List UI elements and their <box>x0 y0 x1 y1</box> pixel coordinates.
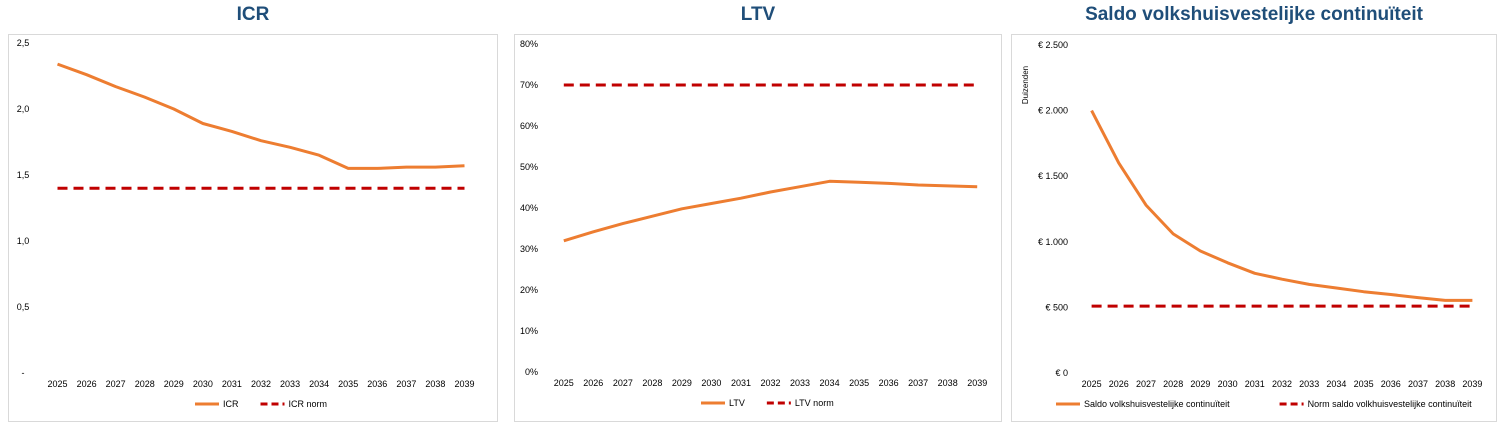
icr-y-tick-label: 1,5 <box>17 170 30 180</box>
icr-chart-title: ICR <box>236 4 270 25</box>
ltv-x-tick-label: 2034 <box>820 378 840 388</box>
saldo-x-tick-label: 2028 <box>1163 379 1183 389</box>
saldo-x-tick-label: 2038 <box>1435 379 1455 389</box>
ltv-chart-title: LTV <box>740 4 776 25</box>
ltv-x-tick-label: 2029 <box>672 378 692 388</box>
icr-legend-label-icr: ICR <box>223 399 239 409</box>
ltv-x-tick-label: 2028 <box>642 378 662 388</box>
saldo-legend-label-norm-saldo-volkhuisvestelijke-continu-teit: Norm saldo volkhuisvestelijke continuïte… <box>1308 399 1473 409</box>
ltv-x-tick-label: 2036 <box>879 378 899 388</box>
ltv-x-tick-label: 2039 <box>967 378 987 388</box>
saldo-x-tick-label: 2025 <box>1082 379 1102 389</box>
ltv-x-tick-label: 2035 <box>849 378 869 388</box>
icr-x-tick-label: 2037 <box>396 379 416 389</box>
ltv-y-tick-label: 20% <box>520 285 538 295</box>
saldo-x-tick-label: 2031 <box>1245 379 1265 389</box>
saldo-y-tick-label: € 2.000 <box>1038 106 1068 116</box>
icr-x-tick-label: 2036 <box>367 379 387 389</box>
ltv-y-tick-label: 80% <box>520 39 538 49</box>
saldo-y-tick-label: € 1.500 <box>1038 171 1068 181</box>
ltv-chart-frame: 0% 10% 20% 30% 40% 50% 60% 70% 80% 2025 2026 2027 20… <box>514 34 1002 422</box>
saldo-x-tick-label: 2029 <box>1190 379 1210 389</box>
icr-x-tick-label: 2029 <box>164 379 184 389</box>
saldo-x-tick-label: 2032 <box>1272 379 1292 389</box>
ltv-x-tick-label: 2027 <box>613 378 633 388</box>
icr-x-tick-label: 2030 <box>193 379 213 389</box>
saldo-chart-panel: Saldo volkshuisvestelijke continuïteit €… <box>1011 0 1497 428</box>
icr-y-tick-label: 2,0 <box>17 104 30 114</box>
ltv-y-tick-label: 10% <box>520 326 538 336</box>
icr-x-tick-label: 2034 <box>309 379 329 389</box>
ltv-y-tick-label: 60% <box>520 121 538 131</box>
ltv-x-tick-label: 2037 <box>908 378 928 388</box>
ltv-y-tick-label: 40% <box>520 203 538 213</box>
saldo-x-tick-label: 2030 <box>1218 379 1238 389</box>
icr-y-tick-label: 2,5 <box>17 38 30 48</box>
icr-x-tick-label: 2035 <box>338 379 358 389</box>
ltv-y-tick-label: 70% <box>520 80 538 90</box>
ltv-x-tick-label: 2032 <box>760 378 780 388</box>
ltv-legend-label-ltv-norm: LTV norm <box>795 398 834 408</box>
ltv-x-tick-label: 2033 <box>790 378 810 388</box>
saldo-y-axis-label: Duizenden <box>1021 66 1030 104</box>
ltv-chart-panel: LTV 0% 10% 20% 30% 40% 50% 60% 70% 80% 2025 2026 20… <box>514 0 1002 428</box>
icr-chart-frame: - 0,5 1,0 1,5 2,0 2,5 2025 2026 2027 2028 2029 2030… <box>8 34 498 422</box>
icr-x-tick-label: 2025 <box>48 379 68 389</box>
ltv-x-tick-label: 2025 <box>554 378 574 388</box>
saldo-x-tick-label: 2034 <box>1326 379 1346 389</box>
saldo-x-tick-label: 2033 <box>1299 379 1319 389</box>
ltv-chart-svg: 0% 10% 20% 30% 40% 50% 60% 70% 80% 2025 2026 2027 20… <box>520 39 987 408</box>
saldo-chart-title: Saldo volkshuisvestelijke continuïteit <box>1085 4 1423 25</box>
ltv-y-tick-label: 0% <box>525 367 538 377</box>
saldo-y-tick-label: € 1.000 <box>1038 237 1068 247</box>
icr-legend-label-icr-norm: ICR norm <box>289 399 328 409</box>
ltv-x-tick-label: 2030 <box>701 378 721 388</box>
icr-x-tick-label: 2038 <box>425 379 445 389</box>
icr-y-tick-label: - <box>22 368 25 378</box>
saldo-y-tick-label: € 2.500 <box>1038 40 1068 50</box>
saldo-chart-svg: € 0 € 500 € 1.000 € 1.500 € 2.000 € 2.500 2025… <box>1021 40 1482 409</box>
icr-x-tick-label: 2031 <box>222 379 242 389</box>
icr-x-tick-label: 2028 <box>135 379 155 389</box>
saldo-x-tick-label: 2026 <box>1109 379 1129 389</box>
icr-chart-panel: ICR - 0,5 1,0 1,5 2,0 2,5 2025 2026 2027 2028 2029… <box>8 0 498 428</box>
icr-chart-svg: - 0,5 1,0 1,5 2,0 2,5 2025 2026 2027 2028 2029 2030… <box>17 38 475 409</box>
saldo-series-line-saldo-volkshuisvestelijke-continu-teit <box>1090 109 1473 302</box>
saldo-x-tick-label: 2036 <box>1381 379 1401 389</box>
saldo-y-tick-label: € 0 <box>1055 368 1068 378</box>
saldo-x-tick-label: 2027 <box>1136 379 1156 389</box>
ltv-y-tick-label: 30% <box>520 244 538 254</box>
ltv-x-tick-label: 2038 <box>938 378 958 388</box>
icr-x-tick-label: 2032 <box>251 379 271 389</box>
ltv-y-tick-label: 50% <box>520 162 538 172</box>
saldo-x-tick-label: 2037 <box>1408 379 1428 389</box>
ltv-legend-label-ltv: LTV <box>729 398 745 408</box>
icr-x-tick-label: 2027 <box>106 379 126 389</box>
icr-y-tick-label: 0,5 <box>17 302 30 312</box>
icr-x-tick-label: 2026 <box>77 379 97 389</box>
saldo-legend-label-saldo-volkshuisvestelijke-continu-teit: Saldo volkshuisvestelijke continuïteit <box>1084 399 1230 409</box>
icr-x-tick-label: 2039 <box>454 379 474 389</box>
icr-series-line-icr <box>56 62 465 170</box>
saldo-y-tick-label: € 500 <box>1045 302 1068 312</box>
ltv-x-tick-label: 2026 <box>583 378 603 388</box>
ltv-series-line-ltv <box>563 179 978 243</box>
saldo-x-tick-label: 2035 <box>1354 379 1374 389</box>
icr-x-tick-label: 2033 <box>280 379 300 389</box>
saldo-chart-frame: € 0 € 500 € 1.000 € 1.500 € 2.000 € 2.500 2025… <box>1011 34 1497 422</box>
ltv-x-tick-label: 2031 <box>731 378 751 388</box>
saldo-x-tick-label: 2039 <box>1462 379 1482 389</box>
icr-y-tick-label: 1,0 <box>17 236 30 246</box>
